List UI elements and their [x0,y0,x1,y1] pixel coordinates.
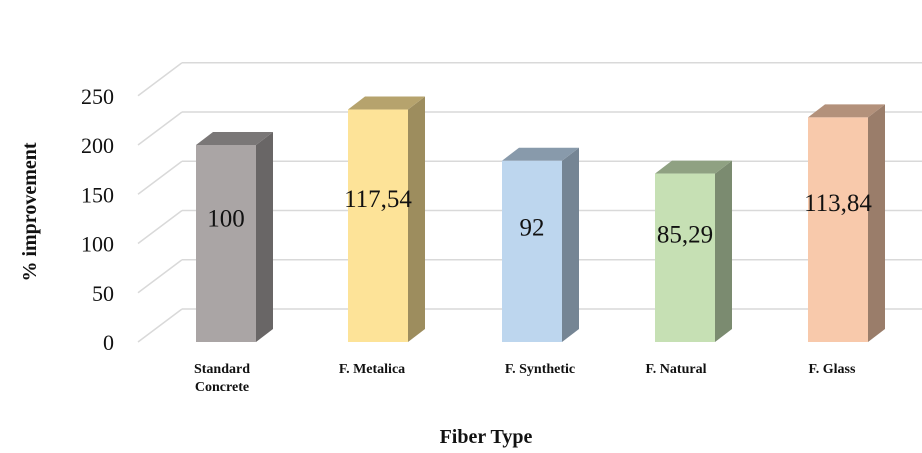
data-label: 85,29 [657,222,713,249]
y-tick-label: 250 [81,84,114,109]
bar-side-face [715,160,732,342]
bar-top-face [655,160,732,174]
bar-side-face [562,147,579,342]
bar: 113,84 [804,104,885,342]
data-label: 92 [520,215,545,242]
y-tick-label: 150 [81,182,114,207]
bar-front-face [502,160,562,342]
x-axis-title: Fiber Type [440,426,533,448]
bar-side-face [868,104,885,342]
bar-top-face [196,132,273,145]
data-label: 100 [207,206,245,233]
bar-front-face [808,117,868,342]
bar-top-face [808,104,885,118]
bar: 100 [196,132,273,342]
x-tick-label: F. Natural [646,362,707,377]
y-tick-label: 100 [81,232,114,257]
gridline-diagonal [137,209,183,245]
bar-side-face [408,96,425,342]
bar: 92 [502,147,579,342]
bar: 117,54 [344,96,425,342]
data-label: 113,84 [804,190,872,217]
bar-top-face [348,96,425,110]
y-axis-ticks: 0 50 100 150 200 250 [81,84,114,355]
bar-front-face [655,173,715,342]
gridline-diagonal [137,111,183,146]
x-tick-label: F. Glass [809,362,856,377]
bar-top-face [502,147,579,161]
y-tick-label: 0 [103,330,114,355]
x-tick-label: F. Metalica [339,362,405,377]
y-tick-label: 50 [92,281,114,306]
y-tick-label: 200 [81,133,114,158]
bar-front-face [196,145,256,342]
x-axis-category-labels: Standard Concrete F. Metalica F. Synthetic F… [194,362,856,395]
gridline-diagonal [137,62,183,97]
bar-front-face [348,109,408,342]
gridline-diagonal [137,308,183,343]
x-tick-label: Standard Concrete [194,362,250,395]
bar: 85,29 [655,160,732,342]
x-tick-label: F. Synthetic [505,362,575,377]
gridline-diagonal [137,160,183,195]
bar-side-face [256,132,273,342]
data-label: 117,54 [344,186,412,213]
chart-bars: 100 117,54 92 85,29 113,84 [196,96,885,342]
gridline-diagonal [137,259,183,294]
y-axis-title: % improvement [19,142,41,281]
